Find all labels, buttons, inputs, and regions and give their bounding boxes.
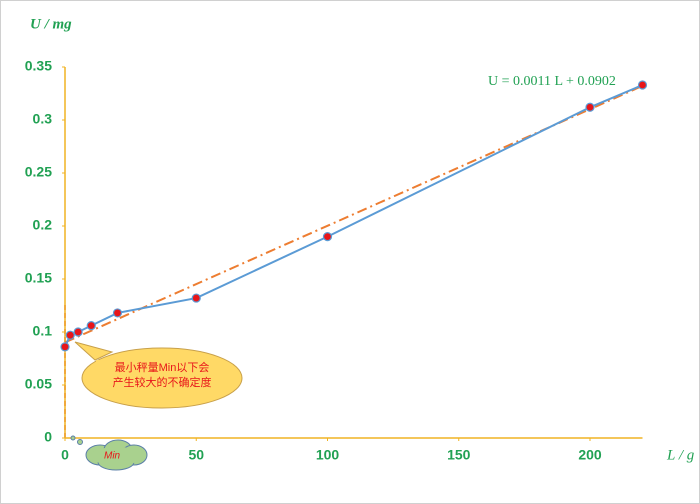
x-tick-label: 150 — [447, 447, 471, 463]
x-tick-label: 0 — [61, 447, 69, 463]
y-tick-label: 0.35 — [25, 58, 52, 74]
y-tick-label: 0.25 — [25, 164, 52, 180]
y-axis-label: U / mg — [30, 16, 72, 32]
data-point — [86, 321, 96, 331]
x-axis-label: L / g — [666, 447, 695, 463]
y-tick-label: 0.3 — [33, 111, 53, 127]
callout-text: 最小秤量Min以下会 — [115, 361, 210, 374]
x-tick-label: 100 — [316, 447, 340, 463]
x-tick-label: 200 — [578, 447, 602, 463]
data-point — [637, 80, 648, 90]
y-tick-label: 0.15 — [25, 270, 52, 286]
y-tick-label: 0.2 — [33, 217, 53, 233]
y-tick-label: 0 — [44, 429, 52, 445]
data-point — [322, 232, 333, 242]
cloud — [85, 439, 148, 471]
callout-tail — [74, 341, 114, 361]
callout-text: 产生较大的不确定度 — [113, 375, 212, 389]
data-point — [73, 327, 83, 337]
data-point — [191, 293, 201, 303]
x-tick-label: 50 — [188, 447, 204, 463]
callout-fill — [96, 360, 216, 370]
cloud-dot — [70, 435, 76, 441]
data-point — [585, 102, 595, 112]
y-tick-label: 0.05 — [25, 376, 52, 392]
data-point — [65, 330, 75, 340]
y-tick-label: 0.1 — [33, 323, 53, 339]
cloud-dot — [77, 439, 83, 445]
data-point — [112, 308, 123, 318]
equation: U = 0.0011 L + 0.0902 — [488, 74, 616, 89]
cloud-label: Min — [104, 451, 121, 462]
data-point — [60, 342, 70, 352]
